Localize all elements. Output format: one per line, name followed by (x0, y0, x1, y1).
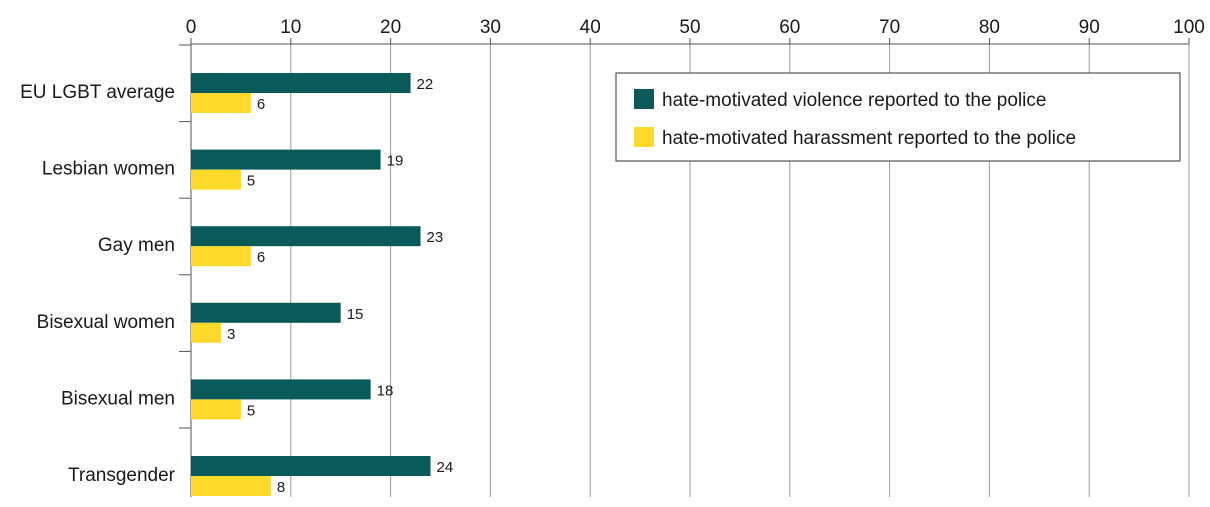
data-label: 6 (257, 249, 265, 266)
harassment-bar (191, 476, 271, 496)
category-label: EU LGBT average (20, 82, 175, 103)
data-label: 18 (377, 382, 394, 399)
legend-label: hate-motivated violence reported to the … (662, 90, 1046, 111)
x-tick-label: 20 (380, 17, 401, 38)
violence-bar (191, 73, 411, 93)
data-label: 23 (427, 229, 444, 246)
data-label: 24 (437, 459, 454, 476)
data-label: 5 (247, 173, 255, 190)
data-label: 6 (257, 96, 265, 113)
legend: hate-motivated violence reported to the … (615, 72, 1181, 162)
harassment-bar (191, 93, 251, 113)
x-tick-label: 60 (779, 17, 800, 38)
data-label: 19 (387, 153, 404, 170)
violence-bar (191, 456, 431, 476)
category-label: Lesbian women (42, 159, 175, 180)
data-label: 5 (247, 402, 255, 419)
category-label: Bisexual men (61, 388, 175, 409)
violence-bar (191, 226, 421, 247)
harassment-bar (191, 169, 241, 190)
category-label: Gay men (98, 235, 175, 256)
bars (191, 73, 431, 496)
legend-swatch (634, 89, 654, 109)
x-tick-label: 40 (580, 17, 601, 38)
x-tick-label: 10 (280, 17, 301, 38)
x-tick-label: 100 (1173, 17, 1205, 38)
data-label: 8 (277, 479, 285, 496)
x-tick-label: 30 (480, 17, 501, 38)
legend-swatch (634, 127, 654, 147)
harassment-bar (191, 246, 251, 267)
harassment-bar (191, 322, 221, 343)
data-label: 3 (227, 326, 235, 343)
harassment-bar (191, 399, 241, 420)
x-tick-label: 0 (186, 17, 197, 38)
category-label: Bisexual women (37, 312, 175, 333)
x-tick-label: 80 (979, 17, 1000, 38)
legend-box (615, 72, 1181, 162)
axes: 0 10 20 30 40 50 60 70 80 90 100 EU LGBT average Les… (20, 17, 1205, 497)
data-label: 22 (417, 76, 434, 93)
violence-bar (191, 302, 341, 323)
category-label: Transgender (68, 465, 176, 486)
x-tick-label: 90 (1079, 17, 1100, 38)
x-tick-label: 50 (679, 17, 700, 38)
data-labels: 22 6 19 5 23 6 15 3 18 5 24 8 (227, 76, 453, 496)
data-label: 15 (347, 306, 364, 323)
violence-bar (191, 379, 371, 400)
legend-label: hate-motivated harassment reported to th… (662, 128, 1076, 149)
x-tick-label: 70 (879, 17, 900, 38)
violence-bar (191, 149, 381, 170)
